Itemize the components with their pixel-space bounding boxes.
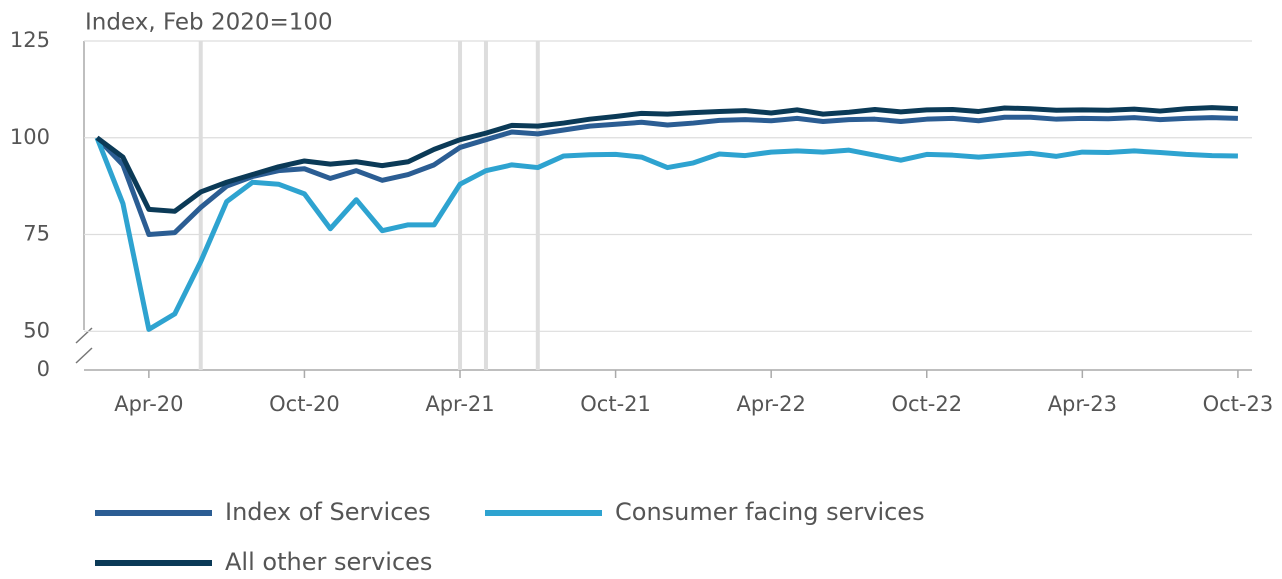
legend-label: Consumer facing services [615,498,925,526]
series-line [95,105,1239,214]
y-break-label: 0 [37,357,50,381]
y-tick-label: 100 [10,125,50,149]
y-tick-label: 75 [23,222,50,246]
y-tick-label: 125 [10,28,50,52]
x-tick-label: Apr-22 [737,392,806,416]
y-tick-label: 50 [23,318,50,342]
legend-label: Index of Services [225,498,431,526]
x-tick-label: Oct-22 [891,392,962,416]
x-tick-label: Apr-20 [114,392,183,416]
axis-break [75,327,93,344]
x-tick-label: Apr-23 [1048,392,1117,416]
series-line [94,136,1238,332]
x-tick-label: Oct-23 [1203,392,1274,416]
x-tick-label: Apr-21 [425,392,494,416]
x-tick-label: Oct-20 [269,392,340,416]
axis-title: Index, Feb 2020=100 [85,10,333,36]
series-line [95,114,1238,238]
legend-label: All other services [225,548,432,575]
x-tick-label: Oct-21 [580,392,651,416]
axis-break [75,347,93,364]
